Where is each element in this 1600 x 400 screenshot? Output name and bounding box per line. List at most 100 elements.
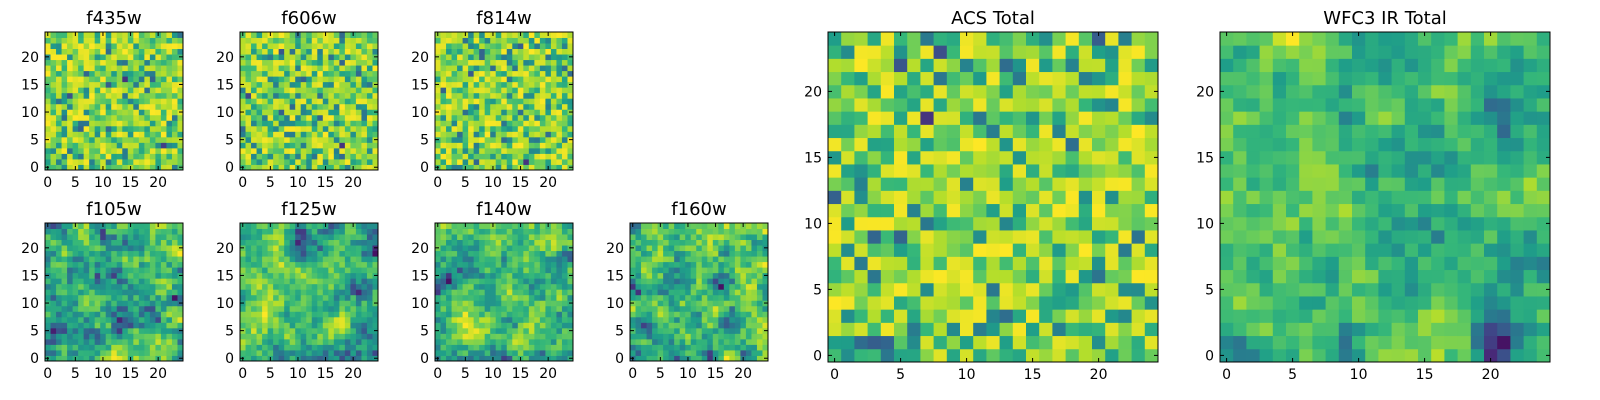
heatmap-cell (306, 125, 313, 132)
heatmap-cell (473, 300, 480, 307)
heatmap-cell (122, 70, 129, 77)
heatmap-cell (468, 245, 475, 252)
heatmap-cell (256, 300, 263, 307)
heatmap-cell (745, 322, 752, 329)
heatmap-cell (306, 65, 313, 72)
heatmap-cell (306, 142, 313, 149)
heatmap-cell (328, 300, 335, 307)
heatmap-cell (674, 305, 681, 312)
heatmap-cell (652, 228, 659, 235)
heatmap-cell (339, 114, 346, 121)
heatmap-cell (105, 305, 112, 312)
heatmap-cell (517, 114, 524, 121)
heatmap-cell (273, 32, 280, 38)
heatmap-cell (484, 103, 491, 110)
heatmap-cell (501, 327, 508, 334)
heatmap-cell (262, 250, 269, 257)
heatmap-cell (880, 150, 895, 165)
heatmap-cell (630, 333, 636, 340)
heatmap-cell (641, 250, 648, 257)
heatmap-cell (451, 114, 458, 121)
heatmap-cell (751, 355, 758, 362)
heatmap-cell (372, 267, 379, 274)
heatmap-cell (506, 70, 513, 77)
heatmap-cell (657, 245, 664, 252)
heatmap-cell (1012, 335, 1027, 350)
x-tick-label: 15 (317, 175, 335, 191)
heatmap-cell (72, 250, 79, 257)
heatmap-cell (674, 261, 681, 268)
heatmap-cell (256, 37, 263, 44)
heatmap-cell (273, 261, 280, 268)
heatmap-cell (679, 283, 686, 290)
heatmap-cell (534, 76, 541, 83)
heatmap-cell (528, 267, 535, 274)
heatmap-cell (45, 349, 51, 356)
heatmap-cell (539, 76, 546, 83)
heatmap-cell (696, 322, 703, 329)
heatmap-cell (144, 305, 151, 312)
heatmap-cell (674, 272, 681, 279)
heatmap-cell (267, 59, 274, 66)
heatmap-cell (160, 283, 167, 290)
heatmap-cell (539, 98, 546, 105)
heatmap-cell (144, 92, 151, 99)
heatmap-cell (89, 245, 96, 252)
heatmap-cell (306, 311, 313, 318)
heatmap-cell (89, 142, 96, 149)
heatmap-cell (311, 92, 318, 99)
heatmap-cell (94, 125, 101, 132)
heatmap-cell (440, 245, 447, 252)
heatmap-cell (635, 245, 642, 252)
panel-title: f160w (671, 199, 726, 220)
heatmap-cell (361, 70, 368, 77)
heatmap-cell (841, 296, 855, 310)
heatmap-cell (440, 98, 447, 105)
heatmap-cell (289, 333, 296, 340)
heatmap-cell (495, 76, 502, 83)
heatmap-cell (61, 147, 68, 154)
heatmap-cell (306, 250, 313, 257)
heatmap-cell (256, 54, 263, 61)
heatmap-cell (171, 327, 178, 334)
heatmap-cell (1118, 335, 1133, 350)
heatmap-cell (501, 239, 508, 246)
heatmap-cell (122, 256, 129, 263)
heatmap-cell (756, 267, 763, 274)
heatmap-cell (435, 131, 441, 138)
heatmap-cell (278, 125, 285, 132)
heatmap-cell (83, 300, 90, 307)
heatmap-cell (100, 125, 107, 132)
heatmap-cell (446, 136, 453, 143)
heatmap-cell (473, 54, 480, 61)
heatmap-cell (262, 278, 269, 285)
heatmap-cell (567, 98, 574, 105)
heatmap-cell (1065, 322, 1080, 337)
heatmap-cell (545, 250, 552, 257)
heatmap-cell (690, 289, 697, 296)
heatmap-cell (155, 76, 162, 83)
heatmap-cell (78, 136, 85, 143)
heatmap-cell (946, 256, 961, 271)
heatmap-cell (100, 245, 107, 252)
heatmap-cell (240, 333, 246, 340)
heatmap-cell (517, 294, 524, 301)
x-tick-label: 5 (266, 366, 275, 382)
heatmap-cell (105, 355, 112, 362)
heatmap-cell (100, 136, 107, 143)
heatmap-cell (707, 245, 714, 252)
heatmap-cell (344, 147, 351, 154)
heatmap-cell (295, 37, 302, 44)
heatmap-cell (278, 131, 285, 138)
heatmap-cell (278, 278, 285, 285)
heatmap-cell (240, 261, 246, 268)
heatmap-cell (83, 305, 90, 312)
heatmap-cell (734, 245, 741, 252)
heatmap-cell (440, 153, 447, 160)
heatmap-cell (78, 355, 85, 362)
heatmap-cell (960, 309, 974, 323)
heatmap-cell (78, 43, 85, 50)
heatmap-cell (322, 158, 329, 165)
heatmap-cell (506, 322, 513, 329)
heatmap-cell (322, 76, 329, 83)
